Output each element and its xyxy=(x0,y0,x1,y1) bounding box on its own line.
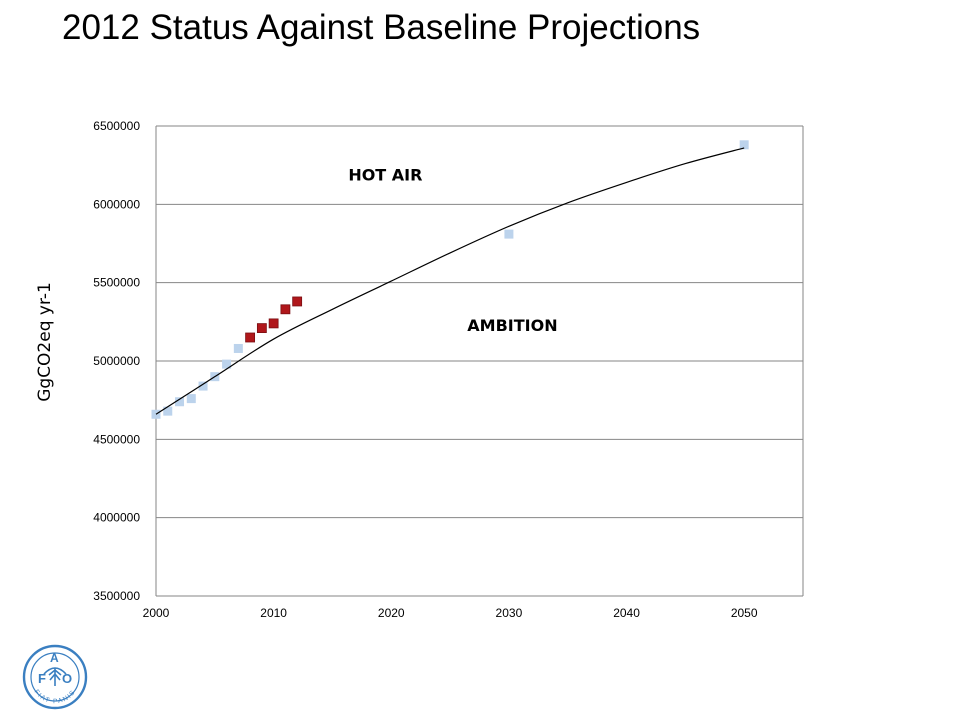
x-tick-label: 2050 xyxy=(731,606,758,620)
fao-logo: F A O FIAT PANIS xyxy=(22,644,88,710)
x-tick-label: 2040 xyxy=(613,606,640,620)
x-tick-label: 2000 xyxy=(143,606,170,620)
x-tick-label: 2030 xyxy=(496,606,523,620)
slide-title: 2012 Status Against Baseline Projections xyxy=(62,8,701,47)
y-tick-label: 3500000 xyxy=(93,589,140,603)
x-tick-labels: 2000 2010 2020 2030 2040 2050 xyxy=(143,606,758,620)
annotations: HOT AIR AMBITION xyxy=(348,166,557,335)
y-tick-labels: 3500000 4000000 4500000 5000000 5500000 60000… xyxy=(93,119,140,603)
annotation-label: AMBITION xyxy=(467,316,557,335)
data-point xyxy=(280,304,291,315)
data-point xyxy=(739,140,749,150)
data-point xyxy=(245,332,256,343)
logo-letter-a: A xyxy=(50,651,59,665)
logo-letter-o: O xyxy=(62,671,72,686)
y-tick-label: 5500000 xyxy=(93,276,140,290)
y-tick-label: 6500000 xyxy=(93,119,140,133)
data-point xyxy=(292,296,303,307)
logo-letter-f: F xyxy=(38,671,46,686)
data-point xyxy=(504,229,514,239)
data-point xyxy=(256,323,267,334)
data-point xyxy=(186,394,196,404)
y-tick-label: 4500000 xyxy=(93,432,140,446)
y-tick-label: 5000000 xyxy=(93,354,140,368)
x-tick-label: 2010 xyxy=(260,606,287,620)
data-point xyxy=(233,343,243,353)
y-tick-label: 4000000 xyxy=(93,511,140,525)
annotation-label: HOT AIR xyxy=(348,166,422,185)
trend-line xyxy=(155,147,745,415)
data-point xyxy=(268,318,279,329)
grid-lines xyxy=(155,125,804,597)
y-axis-label: GgCO2eq yr-1 xyxy=(35,282,55,402)
x-tick-label: 2020 xyxy=(378,606,405,620)
data-point xyxy=(175,397,185,407)
y-tick-label: 6000000 xyxy=(93,197,140,211)
data-point xyxy=(222,359,232,369)
scatter-chart: 3500000 4000000 4500000 5000000 5500000 60000… xyxy=(35,119,804,620)
data-series xyxy=(151,140,749,419)
data-point xyxy=(198,381,208,391)
data-point xyxy=(163,406,173,416)
